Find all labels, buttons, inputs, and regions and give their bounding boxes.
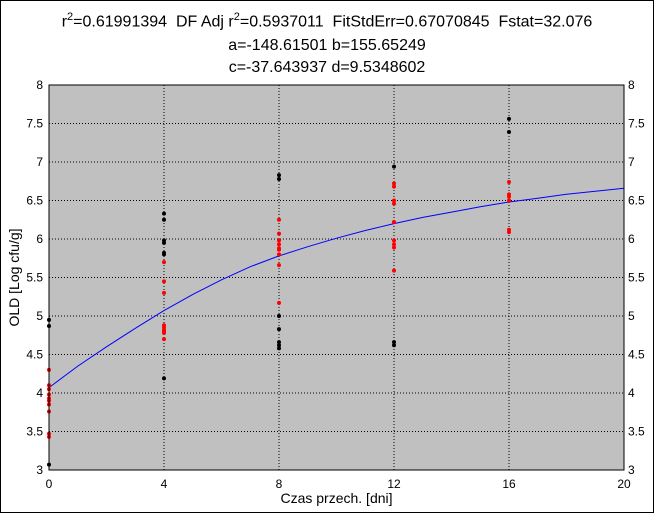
y-tick-label-left: 7.5	[26, 117, 43, 131]
data-point-red	[507, 180, 511, 185]
data-point-red	[507, 230, 511, 235]
data-point-red	[507, 198, 511, 203]
y-tick-label-right: 4	[628, 386, 635, 400]
y-tick-label-right: 3.5	[628, 425, 645, 439]
data-point-black	[162, 217, 166, 222]
fit-curve	[48, 187, 625, 389]
data-point-red	[392, 201, 396, 206]
y-tick-label-left: 7	[36, 155, 43, 169]
data-point-red	[277, 300, 281, 305]
data-point-black	[277, 340, 281, 345]
r2-value: =0.61991394	[73, 13, 168, 31]
data-point-red	[392, 245, 396, 250]
y-tick-label-left: 6.5	[26, 194, 43, 208]
y-tick-label-right: 5	[628, 309, 635, 323]
plot-frame	[48, 84, 625, 471]
y-tick-label-right: 4.5	[628, 348, 645, 362]
data-point-black	[162, 252, 166, 257]
data-points-layer	[47, 116, 511, 467]
data-point-red	[277, 242, 281, 247]
x-tick-label: 16	[502, 477, 516, 491]
y-tick-label-left: 5	[36, 309, 43, 323]
data-point-red	[162, 279, 166, 284]
data-point-black	[277, 173, 281, 178]
data-point-red	[162, 330, 166, 335]
chart-title-stats: r2=0.61991394 DF Adj r2=0.5937011 FitStd…	[0, 11, 654, 31]
data-point-black	[507, 116, 511, 121]
chart-title-params-cd: c=-37.643937 d=9.5348602	[228, 59, 426, 76]
x-axis-label: Czas przech. [dni]	[280, 490, 392, 506]
y-tick-label-left: 8	[36, 78, 43, 92]
data-point-red	[277, 252, 281, 257]
y-tick-label-left: 3	[36, 463, 43, 477]
data-point-red	[277, 263, 281, 268]
data-point-black	[277, 327, 281, 332]
y-tick-label-right: 3	[628, 463, 635, 477]
data-point-black	[392, 340, 396, 345]
data-point-red	[277, 247, 281, 252]
x-tick-label: 4	[161, 477, 168, 491]
x-tick-label: 8	[276, 477, 283, 491]
y-tick-label-right: 6.5	[628, 194, 645, 208]
data-point-red	[392, 242, 396, 247]
data-point-red	[392, 220, 396, 225]
tick-labels: 0 4 8 12 16 203 33.5 3.54 44.5 4.55 55.5 5.56 66.5 6.…	[26, 78, 645, 491]
data-point-black	[392, 164, 396, 169]
data-point-black	[162, 211, 166, 216]
data-point-red	[277, 238, 281, 243]
data-point-black	[392, 343, 396, 348]
data-point-red	[392, 181, 396, 186]
data-point-red	[162, 337, 166, 342]
x-tick-label: 0	[46, 477, 53, 491]
r2-superscript: 2	[67, 11, 74, 23]
plot-area	[49, 85, 624, 470]
y-tick-label-right: 7	[628, 155, 635, 169]
dfadj-superscript: 2	[233, 11, 240, 23]
dfadj-value: =0.5937011	[239, 13, 324, 31]
y-tick-label-left: 6	[36, 232, 43, 246]
y-tick-label-right: 5.5	[628, 271, 645, 285]
y-tick-label-right: 6	[628, 232, 635, 246]
fit-curve-layer	[48, 187, 625, 389]
fstat-text: Fstat=32.076	[498, 13, 593, 31]
x-tick-label: 20	[617, 477, 631, 491]
y-tick-label-right: 7.5	[628, 117, 645, 131]
r2-label: r	[61, 13, 68, 31]
data-point-red	[277, 217, 281, 222]
data-point-red	[277, 231, 281, 236]
y-tick-label-left: 4	[36, 386, 43, 400]
x-tick-label: 12	[387, 477, 401, 491]
data-point-red	[392, 184, 396, 189]
data-point-black	[162, 376, 166, 381]
fitstderr-text: FitStdErr=0.67070845	[332, 13, 490, 31]
data-point-black	[277, 343, 281, 348]
y-tick-label-left: 5.5	[26, 271, 43, 285]
y-axis-label: OLD [Log cfu/g]	[6, 228, 22, 326]
dfadj-label: DF Adj r	[175, 13, 234, 31]
data-point-red	[507, 194, 511, 199]
chart-title-params-ab: a=-148.61501 b=155.65249	[228, 37, 426, 54]
data-point-red	[392, 238, 396, 243]
data-point-red	[392, 198, 396, 203]
grid-lines	[49, 85, 624, 470]
y-tick-label-left: 4.5	[26, 348, 43, 362]
data-point-red	[162, 260, 166, 265]
data-point-black	[162, 240, 166, 245]
y-tick-label-right: 8	[628, 78, 635, 92]
data-point-black	[277, 176, 281, 181]
data-point-red	[392, 268, 396, 273]
data-point-black	[277, 314, 281, 318]
data-point-red	[162, 290, 166, 295]
data-point-black	[507, 129, 511, 134]
data-point-black	[277, 346, 281, 351]
y-tick-label-left: 3.5	[26, 425, 43, 439]
